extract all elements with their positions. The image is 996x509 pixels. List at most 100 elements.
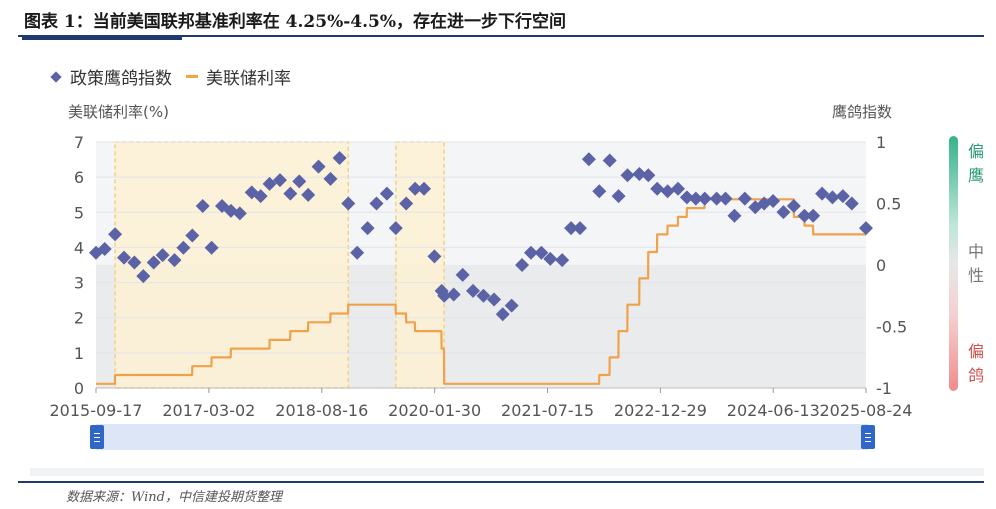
- hawk-dove-point: [117, 250, 132, 265]
- hawk-dove-point: [534, 245, 549, 260]
- right-axis-title: 鹰鸽指数: [832, 103, 893, 121]
- bottom-rule: [18, 481, 984, 483]
- hawk-dove-point: [350, 245, 365, 260]
- hawk-dove-point: [797, 208, 812, 223]
- hawk-dove-point: [167, 253, 182, 268]
- hawk-dove-point: [572, 221, 587, 236]
- left-tick-label: 5: [74, 203, 84, 222]
- hawk-dove-point: [146, 255, 161, 270]
- title-rule-accent: [22, 35, 182, 40]
- hawk-dove-point: [844, 196, 859, 211]
- hawk-dove-point: [195, 198, 210, 213]
- hawk-dove-point: [602, 153, 617, 168]
- hawk-dove-point: [611, 189, 626, 204]
- hawk-dove-point: [185, 228, 200, 243]
- x-tick-label: 2018-08-16: [275, 401, 368, 420]
- hawk-dove-point: [466, 283, 481, 298]
- hawk-dove-point: [825, 190, 840, 205]
- figure-title: 图表 1：当前美国联邦基准利率在 4.25%-4.5%，存在进一步下行空间: [24, 12, 567, 32]
- hawk-dove-point: [292, 174, 307, 189]
- x-tick-label: 2020-01-30: [388, 401, 481, 420]
- hawk-dove-point: [155, 248, 170, 263]
- axis-tick-labels: 0 1 2 3 4 5 6 7 -1 -0.5 0 0.5 1 2015-09-17 2017-03-02 2…: [50, 133, 913, 420]
- hawk-dove-point: [641, 168, 656, 183]
- x-tick-label: 2015-09-17: [50, 401, 143, 420]
- hawk-dove-point: [835, 189, 850, 204]
- hawk-dove-point: [650, 181, 665, 196]
- hawk-dove-point: [543, 251, 558, 266]
- hawk-dove-series: [89, 150, 873, 322]
- hawk-dove-point: [262, 176, 277, 191]
- hawk-dove-point: [311, 159, 326, 174]
- hawk-dove-point: [815, 186, 830, 201]
- legend-item-hawk-dove-index[interactable]: 政策鹰鸽指数: [50, 64, 172, 89]
- time-range-slider-track[interactable]: [96, 424, 868, 450]
- hawk-dove-point: [437, 288, 452, 303]
- hawk-dove-point: [204, 240, 219, 255]
- chart-panel-shadow: [30, 468, 984, 476]
- chart-legend[interactable]: 政策鹰鸽指数 美联储利率: [50, 64, 305, 89]
- shaded-period-1: [395, 141, 445, 389]
- legend-item-fed-rate[interactable]: 美联储利率: [186, 64, 291, 89]
- hawk-dove-point: [679, 190, 694, 205]
- hawk-dove-point: [232, 206, 247, 221]
- hawk-dove-point: [555, 253, 570, 268]
- hawk-dove-point: [487, 292, 502, 307]
- side-label-hawkish: 偏鹰: [968, 142, 985, 185]
- right-tick-label: -0.5: [876, 318, 907, 337]
- hawk-dove-point: [108, 227, 123, 242]
- hawk-dove-point: [446, 287, 461, 302]
- hawk-dove-point: [332, 150, 347, 165]
- hawk-dove-point: [660, 184, 675, 199]
- x-tick-label: 2017-03-02: [162, 401, 255, 420]
- hawk-dove-point: [718, 191, 733, 206]
- left-tick-label: 4: [74, 238, 84, 257]
- hawk-dove-point: [859, 221, 873, 236]
- hawk-dove-point: [620, 168, 635, 183]
- side-label-neutral: 中性: [968, 242, 985, 285]
- left-axis-title: 美联储利率(%): [68, 103, 169, 121]
- hawk-dove-point: [253, 189, 268, 204]
- hawk-dove-point: [806, 208, 821, 223]
- hawk-dove-point: [408, 181, 423, 196]
- hawk-dove-point: [776, 205, 791, 220]
- hawk-dove-point: [697, 191, 712, 206]
- hawk-dove-point: [786, 198, 801, 213]
- x-tick-label: 2021-07-15: [501, 401, 594, 420]
- hawk-dove-point: [495, 307, 510, 322]
- hawk-dove-point: [515, 258, 530, 272]
- hawk-dove-point: [136, 269, 151, 284]
- slider-handle-start-icon[interactable]: [90, 425, 104, 449]
- fed-rate-series: [96, 198, 866, 385]
- hawk-dove-point: [504, 298, 519, 313]
- legend-label-hawk-dove-index: 政策鹰鸽指数: [70, 69, 172, 89]
- hawk-dove-point: [97, 242, 112, 257]
- hawk-dove-point: [427, 249, 442, 264]
- side-label-dovish: 偏鸽: [968, 342, 985, 385]
- x-tick-label: 2024-06-13: [727, 401, 820, 420]
- hawk-dove-point: [688, 191, 703, 206]
- right-tick-label: -1: [876, 379, 892, 398]
- right-tick-label: 1: [876, 133, 886, 152]
- right-tick-label: 0.5: [876, 195, 901, 214]
- hawk-dove-point: [369, 196, 384, 211]
- slider-handle-end-icon[interactable]: [861, 425, 875, 449]
- left-tick-label: 0: [74, 379, 84, 398]
- left-tick-label: 7: [74, 133, 84, 152]
- x-tick-label: 2022-12-29: [614, 401, 707, 420]
- hawk-dove-point: [272, 173, 287, 188]
- hawk-dove-point: [727, 208, 742, 223]
- hawk-dove-point: [476, 288, 491, 303]
- hawk-dove-point: [379, 186, 394, 201]
- left-tick-label: 1: [74, 344, 84, 363]
- left-tick-label: 2: [74, 309, 84, 328]
- hawk-dove-point: [388, 221, 403, 236]
- hawk-dove-scale-bar: [949, 136, 958, 391]
- hawk-dove-point: [341, 196, 356, 211]
- source-note: 数据来源：Wind，中信建投期货整理: [66, 490, 282, 505]
- hawk-dove-point: [632, 166, 647, 181]
- hawk-dove-point: [523, 245, 538, 260]
- hawk-dove-point: [176, 240, 191, 255]
- hawk-dove-point: [301, 187, 316, 202]
